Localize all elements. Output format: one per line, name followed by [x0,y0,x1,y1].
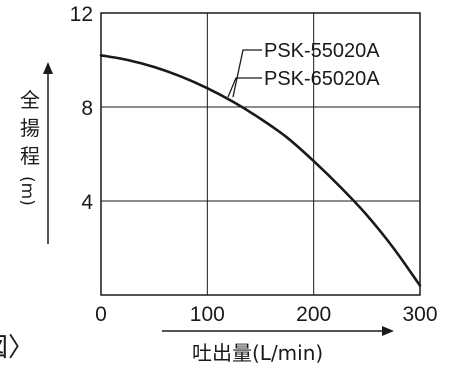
y-tick-label-12: 12 [70,3,93,26]
y-tick-label-4: 4 [81,191,93,214]
top-right-bracket: 〉 [0,6,12,36]
y-tick-labels: 4 8 12 [70,3,94,214]
y-tick-label-8: 8 [81,97,93,120]
legend-entry-2: PSK-65020A [264,68,380,90]
plot-border [100,12,421,296]
y-axis-label-char-3: 程 [20,144,40,168]
series-line-1 [99,54,422,287]
x-axis-arrow-head [382,326,394,336]
x-tick-label-300: 300 [402,303,437,326]
x-axis-label: 吐出量(L/min) [192,341,323,365]
y-axis-label-char-1: 全 [20,88,40,112]
legend: PSK-55020A PSK-65020A [227,40,380,98]
x-tick-label-0: 0 [95,303,107,326]
y-axis-label-unit: (m) [17,176,37,206]
plot-frame [100,12,421,296]
legend-leader-line-1 [232,49,262,98]
grid-lines [101,13,420,295]
y-axis-label-char-2: 揚 [20,116,40,140]
legend-leader-line-2 [227,77,262,98]
x-axis-label-group: 吐出量(L/min) [162,326,394,365]
y-axis-label: 全 揚 程 (m) [17,62,53,244]
x-tick-label-100: 100 [190,303,225,326]
series-lines [99,54,422,287]
bottom-left-bracket: 図〉 [0,333,34,363]
x-tick-labels: 0 100 200 300 [95,303,437,326]
legend-entry-1: PSK-55020A [264,40,380,62]
y-axis-arrow-head [43,62,53,74]
x-tick-label-200: 200 [296,303,331,326]
